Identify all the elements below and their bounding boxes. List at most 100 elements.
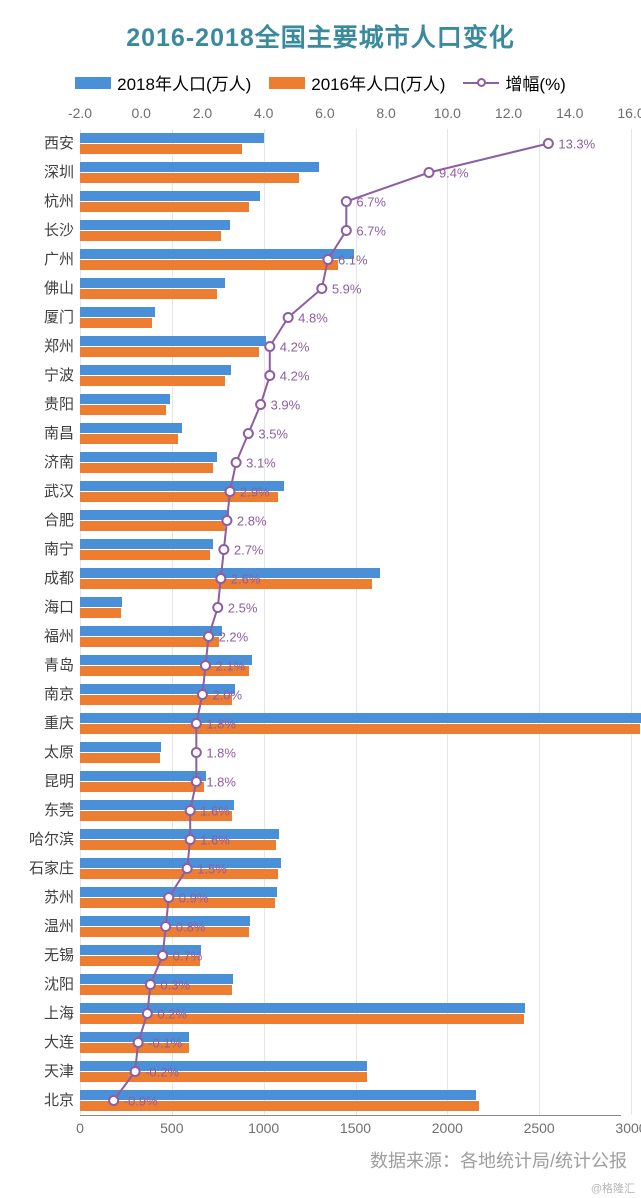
gridline	[631, 129, 632, 1115]
growth-label: -0.2%	[145, 1064, 179, 1079]
city-row: 温州	[80, 912, 621, 941]
city-row: 贵阳	[80, 390, 621, 419]
city-label: 沈阳	[10, 970, 74, 999]
bar-2018	[80, 1003, 525, 1013]
top-axis-tick: 10.0	[434, 105, 461, 121]
bar-2016	[80, 1014, 524, 1024]
city-row: 哈尔滨	[80, 825, 621, 854]
bar-2016	[80, 318, 152, 328]
city-label: 武汉	[10, 477, 74, 506]
city-label: 太原	[10, 738, 74, 767]
bar-2016	[80, 260, 338, 270]
top-axis-tick: -2.0	[68, 105, 92, 121]
bar-2016	[80, 144, 242, 154]
bar-2016	[80, 840, 276, 850]
city-label: 温州	[10, 912, 74, 941]
bar-2018	[80, 974, 233, 984]
bar-2016	[80, 463, 213, 473]
bar-2018	[80, 133, 264, 143]
bar-2018	[80, 742, 161, 752]
bar-2018	[80, 191, 260, 201]
city-row: 东莞	[80, 796, 621, 825]
bar-2016	[80, 521, 225, 531]
bottom-axis-tick: 2000	[432, 1120, 463, 1136]
city-label: 合肥	[10, 506, 74, 535]
legend-label-2016: 2016年人口(万人)	[311, 70, 445, 95]
bar-2018	[80, 713, 641, 723]
bar-2016	[80, 637, 219, 647]
legend-2016: 2016年人口(万人)	[269, 70, 445, 95]
bar-2018	[80, 771, 206, 781]
legend-growth: 增幅(%)	[463, 70, 565, 95]
growth-label: 0.7%	[173, 948, 203, 963]
top-axis-tick: 0.0	[131, 105, 150, 121]
city-row: 武汉	[80, 477, 621, 506]
bar-2018	[80, 278, 225, 288]
bar-2018	[80, 365, 231, 375]
bar-2016	[80, 376, 225, 386]
city-row: 西安	[80, 129, 621, 158]
city-label: 大连	[10, 1028, 74, 1057]
top-axis-tick: 14.0	[556, 105, 583, 121]
city-label: 郑州	[10, 332, 74, 361]
growth-label: 0.2%	[157, 1006, 187, 1021]
bar-2016	[80, 405, 166, 415]
city-row: 合肥	[80, 506, 621, 535]
city-row: 深圳	[80, 158, 621, 187]
city-row: 石家庄	[80, 854, 621, 883]
bar-2018	[80, 249, 354, 259]
growth-label: 4.2%	[280, 368, 310, 383]
bar-2018	[80, 162, 319, 172]
city-label: 杭州	[10, 187, 74, 216]
bar-2018	[80, 394, 170, 404]
city-row: 宁波	[80, 361, 621, 390]
bar-2016	[80, 927, 249, 937]
bar-2016	[80, 695, 232, 705]
bar-2016	[80, 434, 178, 444]
growth-label: 3.1%	[246, 455, 276, 470]
city-label: 东莞	[10, 796, 74, 825]
legend-2018: 2018年人口(万人)	[75, 70, 251, 95]
city-label: 无锡	[10, 941, 74, 970]
bar-2016	[80, 550, 210, 560]
city-label: 哈尔滨	[10, 825, 74, 854]
bar-2016	[80, 173, 299, 183]
city-label: 宁波	[10, 361, 74, 390]
bottom-axis-tick: 3000	[615, 1120, 641, 1136]
city-row: 长沙	[80, 216, 621, 245]
growth-label: 2.5%	[228, 600, 258, 615]
chart-title: 2016-2018全国主要城市人口变化	[0, 0, 641, 66]
growth-label: 6.1%	[338, 252, 368, 267]
legend: 2018年人口(万人) 2016年人口(万人) 增幅(%)	[0, 66, 641, 105]
bar-2018	[80, 336, 266, 346]
bottom-axis-tick: 0	[76, 1120, 84, 1136]
city-row: 青岛	[80, 651, 621, 680]
city-label: 佛山	[10, 274, 74, 303]
growth-label: 2.7%	[234, 542, 264, 557]
city-row: 南宁	[80, 535, 621, 564]
city-label: 苏州	[10, 883, 74, 912]
chart: -2.00.02.04.06.08.010.012.014.016.0 西安13…	[10, 105, 631, 1141]
bar-2016	[80, 753, 160, 763]
watermark: @格隆汇	[591, 1180, 635, 1196]
bar-2018	[80, 829, 279, 839]
city-label: 南昌	[10, 419, 74, 448]
city-row: 太原	[80, 738, 621, 767]
growth-label: 13.3%	[558, 136, 595, 151]
legend-label-2018: 2018年人口(万人)	[117, 70, 251, 95]
top-axis-tick: 4.0	[254, 105, 273, 121]
bar-2016	[80, 869, 278, 879]
city-row: 南京	[80, 680, 621, 709]
bar-2016	[80, 782, 204, 792]
bar-2018	[80, 452, 217, 462]
city-row: 厦门	[80, 303, 621, 332]
city-row: 济南	[80, 448, 621, 477]
city-label: 南京	[10, 680, 74, 709]
city-row: 成都	[80, 564, 621, 593]
top-axis-tick: 2.0	[193, 105, 212, 121]
growth-label: 2.8%	[237, 513, 267, 528]
growth-label: 6.7%	[356, 194, 386, 209]
city-label: 石家庄	[10, 854, 74, 883]
city-row: 福州	[80, 622, 621, 651]
legend-line-growth	[463, 82, 499, 84]
